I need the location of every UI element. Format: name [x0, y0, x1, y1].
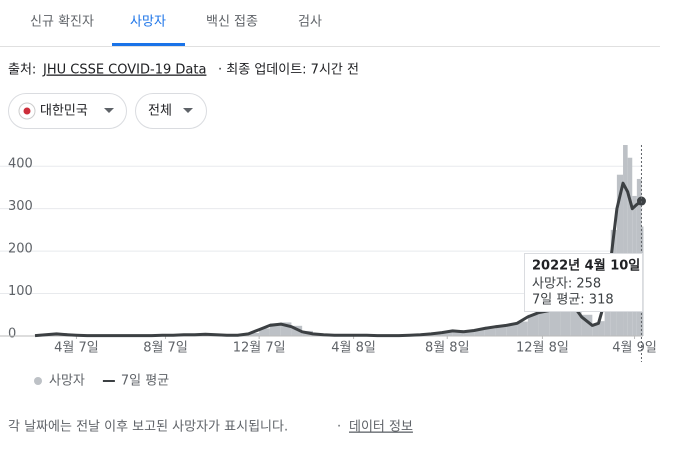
- footer-sep: ·: [337, 420, 341, 435]
- bar: [528, 315, 539, 336]
- source-link[interactable]: JHU CSSE COVID-19 Data: [42, 63, 206, 78]
- footer-note: 각 날짜에는 전날 이후 보고된 사망자가 표시됩니다.: [8, 420, 288, 435]
- legend-label: 사망자: [49, 374, 85, 389]
- y-tick-label: 0: [8, 327, 16, 342]
- tooltip-line: 7일 평균: 318: [532, 293, 614, 308]
- tooltip-date: 2022년 4월 10일: [532, 258, 640, 274]
- bar: [549, 308, 560, 336]
- source: 출처: JHU CSSE COVID-19 Data · 최종 업데이트: 7시…: [8, 63, 359, 78]
- y-tick-label: 400: [8, 157, 33, 172]
- x-tick-label: 12월 7일: [233, 341, 286, 356]
- x-tick-label: 4월 8일: [331, 341, 376, 356]
- y-tick-label: 100: [8, 284, 33, 299]
- source-updated: · 최종 업데이트: 7시간 전: [218, 63, 359, 78]
- filter-label: 대한민국: [40, 104, 88, 119]
- footer: 각 날짜에는 전날 이후 보고된 사망자가 표시됩니다. · 데이터 정보: [8, 420, 413, 435]
- filter-label: 전체: [148, 104, 172, 119]
- footer-link[interactable]: 데이터 정보: [349, 420, 413, 435]
- tab[interactable]: 신규 확진자: [30, 15, 94, 30]
- chart: 0 100 200 300 400 4월 7일 8월 7일 12월 7일 4월 8일 8월 8일 1…: [0, 145, 657, 389]
- tab[interactable]: 백신 접종: [206, 15, 258, 30]
- flag-icon: [24, 108, 31, 115]
- tab[interactable]: 검사: [298, 15, 322, 30]
- legend-label: 7일 평균: [121, 374, 169, 389]
- x-tick-label: 8월 7일: [143, 341, 188, 356]
- x-tick-label: 4월 9일: [612, 341, 657, 356]
- y-tick-label: 200: [8, 242, 33, 257]
- x-tick-label: 8월 8일: [425, 341, 470, 356]
- x-tick-label: 12월 8일: [516, 341, 569, 356]
- x-tick-label: 4월 7일: [54, 341, 99, 356]
- tooltip-line: 사망자: 258: [532, 277, 601, 292]
- filters: 대한민국 전체: [9, 94, 207, 129]
- tabs: 신규 확진자 사망자 백신 접종 검사: [0, 15, 660, 47]
- legend-swatch: [34, 377, 42, 385]
- tab-active[interactable]: 사망자: [130, 15, 166, 30]
- source-prefix: 출처:: [8, 63, 36, 78]
- y-tick-label: 300: [8, 199, 33, 214]
- tab-indicator: [112, 43, 185, 46]
